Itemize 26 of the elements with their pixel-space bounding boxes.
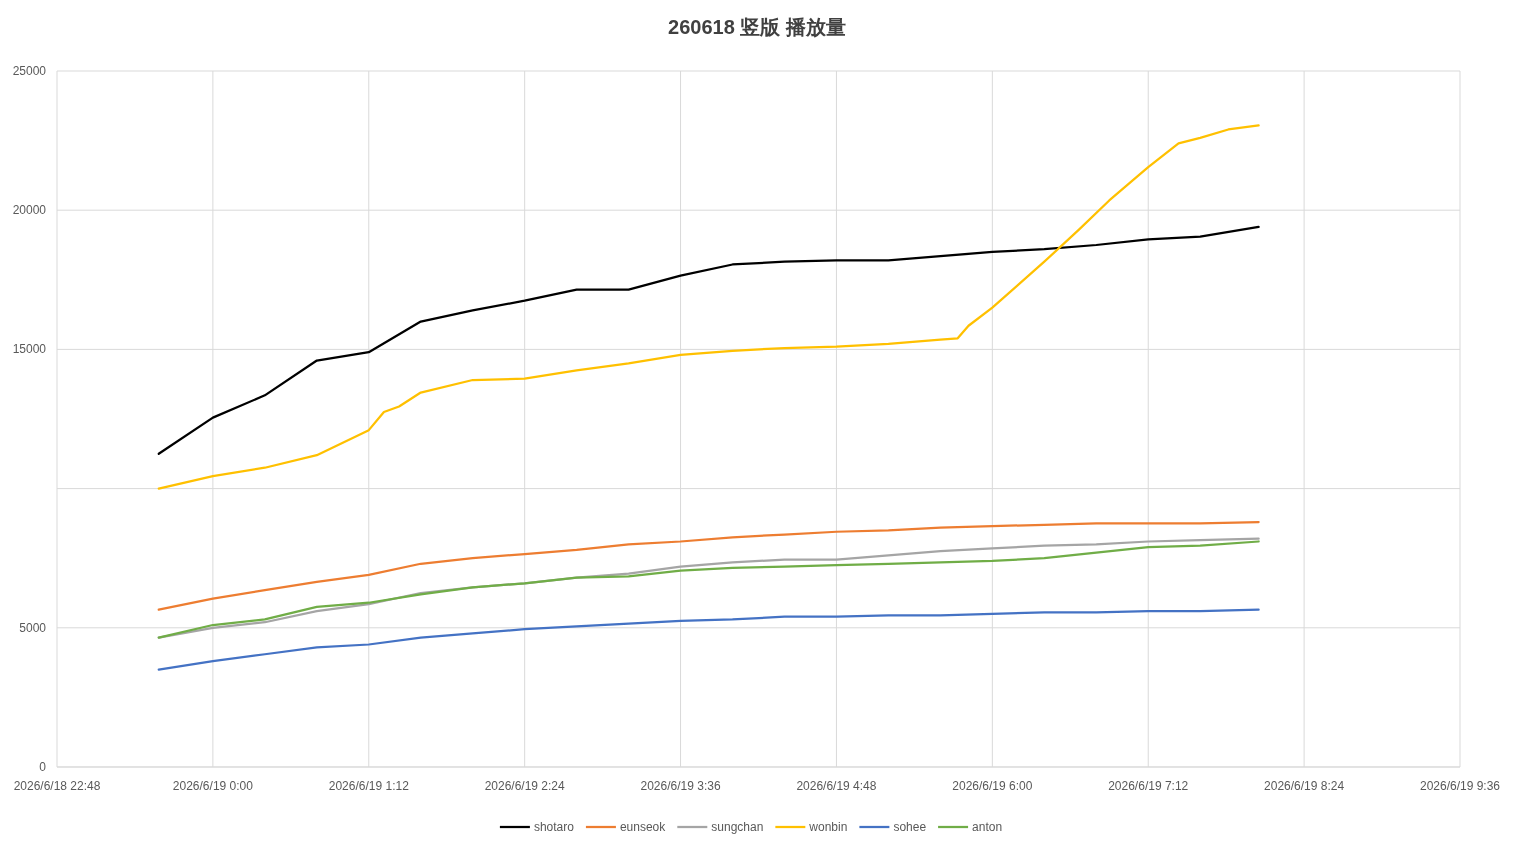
x-tick-label: 2026/6/19 8:24 xyxy=(1264,779,1345,793)
legend-label: wonbin xyxy=(808,820,848,834)
line-series xyxy=(157,124,1260,490)
x-tick-label: 2026/6/19 2:24 xyxy=(484,779,566,793)
line-series xyxy=(157,225,1260,455)
y-tick-label: 0 xyxy=(39,760,47,774)
x-tick-label: 2026/6/19 9:36 xyxy=(1419,779,1501,793)
y-tick-label: 25000 xyxy=(12,64,47,78)
y-tick-label: 5000 xyxy=(19,620,47,635)
x-tick-label: 2026/6/19 7:12 xyxy=(1108,779,1189,793)
legend-label: sungchan xyxy=(711,820,764,834)
line-series xyxy=(157,520,1260,611)
x-tick-label: 2026/6/19 0:00 xyxy=(172,779,254,793)
y-tick-label: 20000 xyxy=(12,203,47,218)
x-tick-label: 2026/6/19 4:48 xyxy=(796,779,877,793)
legend-label: sohee xyxy=(893,820,927,834)
legend-label: shotaro xyxy=(533,820,575,834)
x-tick-label: 2026/6/19 6:00 xyxy=(952,779,1033,793)
chart-title: 260618 竖版 播放量 xyxy=(668,16,846,38)
line-series xyxy=(157,608,1260,671)
legend-label: anton xyxy=(972,820,1003,834)
legend-label: eunseok xyxy=(619,820,667,834)
x-tick-label: 2026/6/19 1:12 xyxy=(328,779,410,793)
x-tick-label: 2026/6/18 22:48 xyxy=(13,779,101,793)
x-tick-label: 2026/6/19 3:36 xyxy=(640,779,721,793)
y-tick-label: 15000 xyxy=(12,342,47,357)
